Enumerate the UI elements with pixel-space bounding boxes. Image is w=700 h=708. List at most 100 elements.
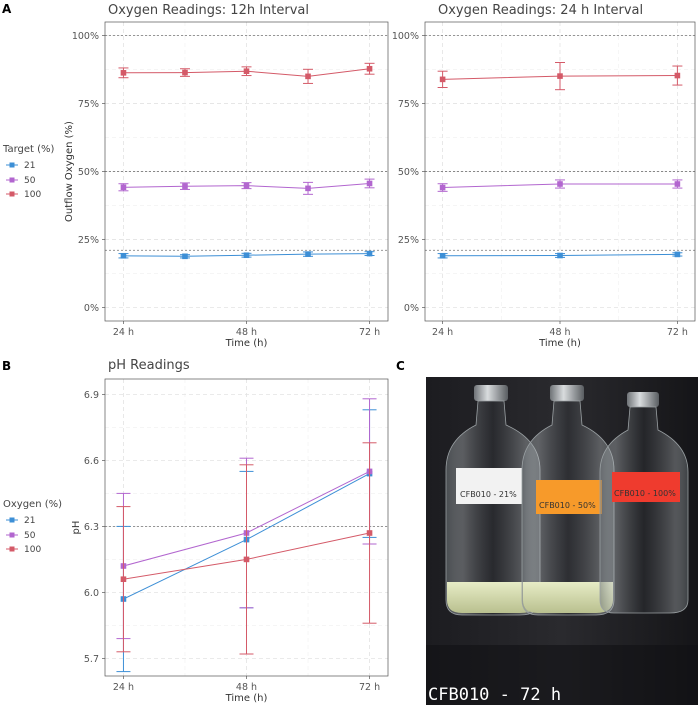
x-axis-title: Time (h)	[225, 693, 268, 704]
legend-label: 50	[24, 531, 36, 541]
legend-key-square	[9, 191, 15, 197]
y-tick-label: 75%	[78, 99, 99, 110]
x-tick-label: 48 h	[549, 327, 570, 338]
data-point	[120, 576, 127, 582]
y-tick-label: 100%	[392, 31, 419, 42]
y-tick-label: 25%	[78, 235, 99, 246]
x-tick-label: 48 h	[236, 682, 257, 693]
data-point	[120, 252, 127, 259]
bottle-label	[456, 468, 522, 504]
legend-label: 21	[24, 161, 35, 171]
data-point	[439, 76, 446, 83]
legend-label: 21	[24, 516, 35, 526]
y-tick-label: 6.3	[84, 522, 99, 533]
series-100	[437, 62, 683, 91]
legend-label: 50	[24, 176, 36, 186]
data-point	[674, 251, 681, 258]
bottle-label-text: CFB010 - 21%	[460, 490, 517, 499]
x-axis-title: Time (h)	[225, 338, 268, 349]
data-point	[120, 184, 127, 191]
data-point	[557, 181, 563, 187]
legend-key-square	[9, 532, 15, 538]
data-point	[366, 180, 373, 187]
bottle-cap	[550, 385, 584, 401]
photo-caption: CFB010 - 72 h	[428, 685, 561, 705]
legend-key-square	[9, 177, 15, 183]
chart-oxygen-12h: Oxygen Readings: 12h Interval 0% 25% 50% 75%…	[64, 3, 389, 349]
series-50	[118, 178, 375, 195]
legend-label: 100	[24, 190, 41, 200]
data-point	[243, 68, 250, 74]
bottle: CFB010 - 50%	[521, 385, 615, 616]
data-point	[305, 251, 311, 257]
chart-title: Oxygen Readings: 12h Interval	[108, 3, 309, 18]
y-tick-label: 75%	[398, 99, 419, 110]
y-axis-title: pH	[71, 521, 82, 535]
data-point	[366, 65, 373, 72]
data-point	[182, 69, 188, 76]
data-point	[366, 250, 373, 257]
legend-item: 21	[6, 516, 35, 526]
data-point	[243, 182, 250, 189]
data-point	[557, 252, 563, 259]
data-point	[674, 181, 681, 187]
data-point	[439, 252, 446, 259]
bottle-liquid	[447, 582, 539, 613]
bottle-label	[612, 472, 680, 502]
data-point	[243, 252, 250, 259]
data-point	[182, 253, 188, 260]
y-axis-title: Outflow Oxygen (%)	[64, 121, 75, 222]
panel-letter-c: C	[396, 359, 405, 373]
y-tick-label: 50%	[398, 167, 419, 178]
y-tick-label: 6.9	[84, 390, 99, 401]
x-axis-title: Time (h)	[538, 338, 581, 349]
legend-item: 21	[6, 161, 35, 171]
bottle-photo: CFB010 - 21% CFB010 - 50% CFB010 - 100% …	[426, 377, 698, 705]
bottle: CFB010 - 21%	[445, 385, 541, 616]
x-tick-label: 72 h	[359, 682, 380, 693]
legend-label: 100	[24, 545, 41, 555]
series-100	[118, 62, 375, 84]
y-tick-label: 0%	[404, 303, 419, 314]
legend-key-square	[9, 546, 15, 552]
data-point	[366, 530, 373, 536]
chart-title: pH Readings	[108, 358, 190, 373]
legend-item: 100	[6, 545, 41, 555]
y-tick-label: 6.0	[84, 588, 99, 599]
data-point	[182, 183, 188, 189]
bottle: CFB010 - 100%	[599, 392, 689, 614]
chart-oxygen-24h: Oxygen Readings: 24 h Interval 0% 25% 50% 75…	[392, 3, 696, 349]
legend-oxygen: Oxygen (%) 21 50 100	[3, 499, 62, 555]
legend-item: 100	[6, 190, 41, 200]
photo-table	[426, 645, 698, 705]
bottle-cap	[474, 385, 508, 401]
y-tick-label: 50%	[78, 167, 99, 178]
x-tick-label: 24 h	[432, 327, 453, 338]
legend-key-square	[9, 517, 15, 523]
bottle-label-text: CFB010 - 100%	[614, 489, 676, 498]
y-tick-label: 25%	[398, 235, 419, 246]
y-tick-label: 5.7	[84, 654, 99, 665]
chart-ph: pH Readings 5.7 6.0 6.3 6.6 6.9 24 h 48 h 72 h Ti…	[71, 358, 389, 704]
bottle-glass	[599, 406, 689, 614]
bottle-liquid	[523, 582, 613, 613]
x-tick-label: 24 h	[113, 682, 134, 693]
y-tick-label: 6.6	[84, 456, 99, 467]
legend-target: Target (%) 21 50 100	[2, 144, 55, 200]
panel-letter-a: A	[2, 2, 12, 16]
panel-letter-b: B	[2, 359, 11, 373]
chart-title: Oxygen Readings: 24 h Interval	[438, 3, 643, 18]
data-point	[439, 184, 446, 191]
data-point	[305, 185, 311, 192]
data-point	[674, 72, 681, 79]
series-100	[116, 442, 377, 655]
legend-item: 50	[6, 531, 36, 541]
series-21	[118, 250, 375, 260]
legend-item: 50	[6, 176, 36, 186]
x-tick-label: 72 h	[667, 327, 688, 338]
y-tick-label: 100%	[72, 31, 99, 42]
bottle-label-text: CFB010 - 50%	[539, 501, 596, 510]
bottle-label	[536, 480, 602, 514]
legend-key-square	[9, 162, 15, 168]
